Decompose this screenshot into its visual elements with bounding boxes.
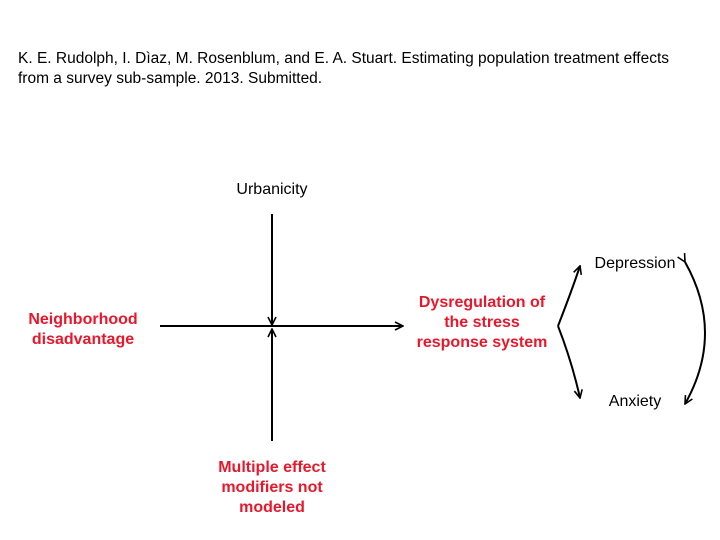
node-anxiety: Anxiety (580, 392, 690, 412)
node-multiple-effect-modifiers: Multiple effect modifiers not modeled (192, 458, 352, 518)
node-neighborhood-disadvantage: Neighborhood disadvantage (8, 310, 158, 350)
depression-anxiety-bidirectional-arrow (685, 262, 706, 404)
node-modifiers-line-3: modeled (239, 499, 305, 516)
node-dysregulation-line-2: the stress (444, 314, 520, 331)
node-modifiers-line-2: modifiers not (221, 479, 323, 496)
citation: K. E. Rudolph, I. Dìaz, M. Rosenblum, an… (18, 49, 708, 89)
dysregulation-to-anxiety-arrow (557, 325, 580, 398)
node-urbanicity: Urbanicity (212, 180, 332, 200)
citation-line-2: from a survey sub-sample. 2013. Submitte… (18, 70, 323, 87)
node-dysregulation-line-1: Dysregulation of (418, 294, 546, 311)
citation-line-1: K. E. Rudolph, I. Dìaz, M. Rosenblum, an… (18, 50, 670, 67)
node-depression: Depression (580, 254, 690, 274)
dysregulation-to-depression-arrow (557, 266, 580, 327)
node-dysregulation: Dysregulation of the stress response sys… (404, 293, 560, 353)
node-dysregulation-line-3: response system (416, 334, 548, 351)
node-modifiers-line-1: Multiple effect (218, 459, 326, 476)
node-depression-label: Depression (594, 255, 676, 272)
node-urbanicity-label: Urbanicity (236, 181, 308, 198)
node-anxiety-label: Anxiety (608, 393, 662, 410)
node-neighborhood-line-1: Neighborhood (28, 311, 138, 328)
node-neighborhood-line-2: disadvantage (31, 331, 135, 348)
